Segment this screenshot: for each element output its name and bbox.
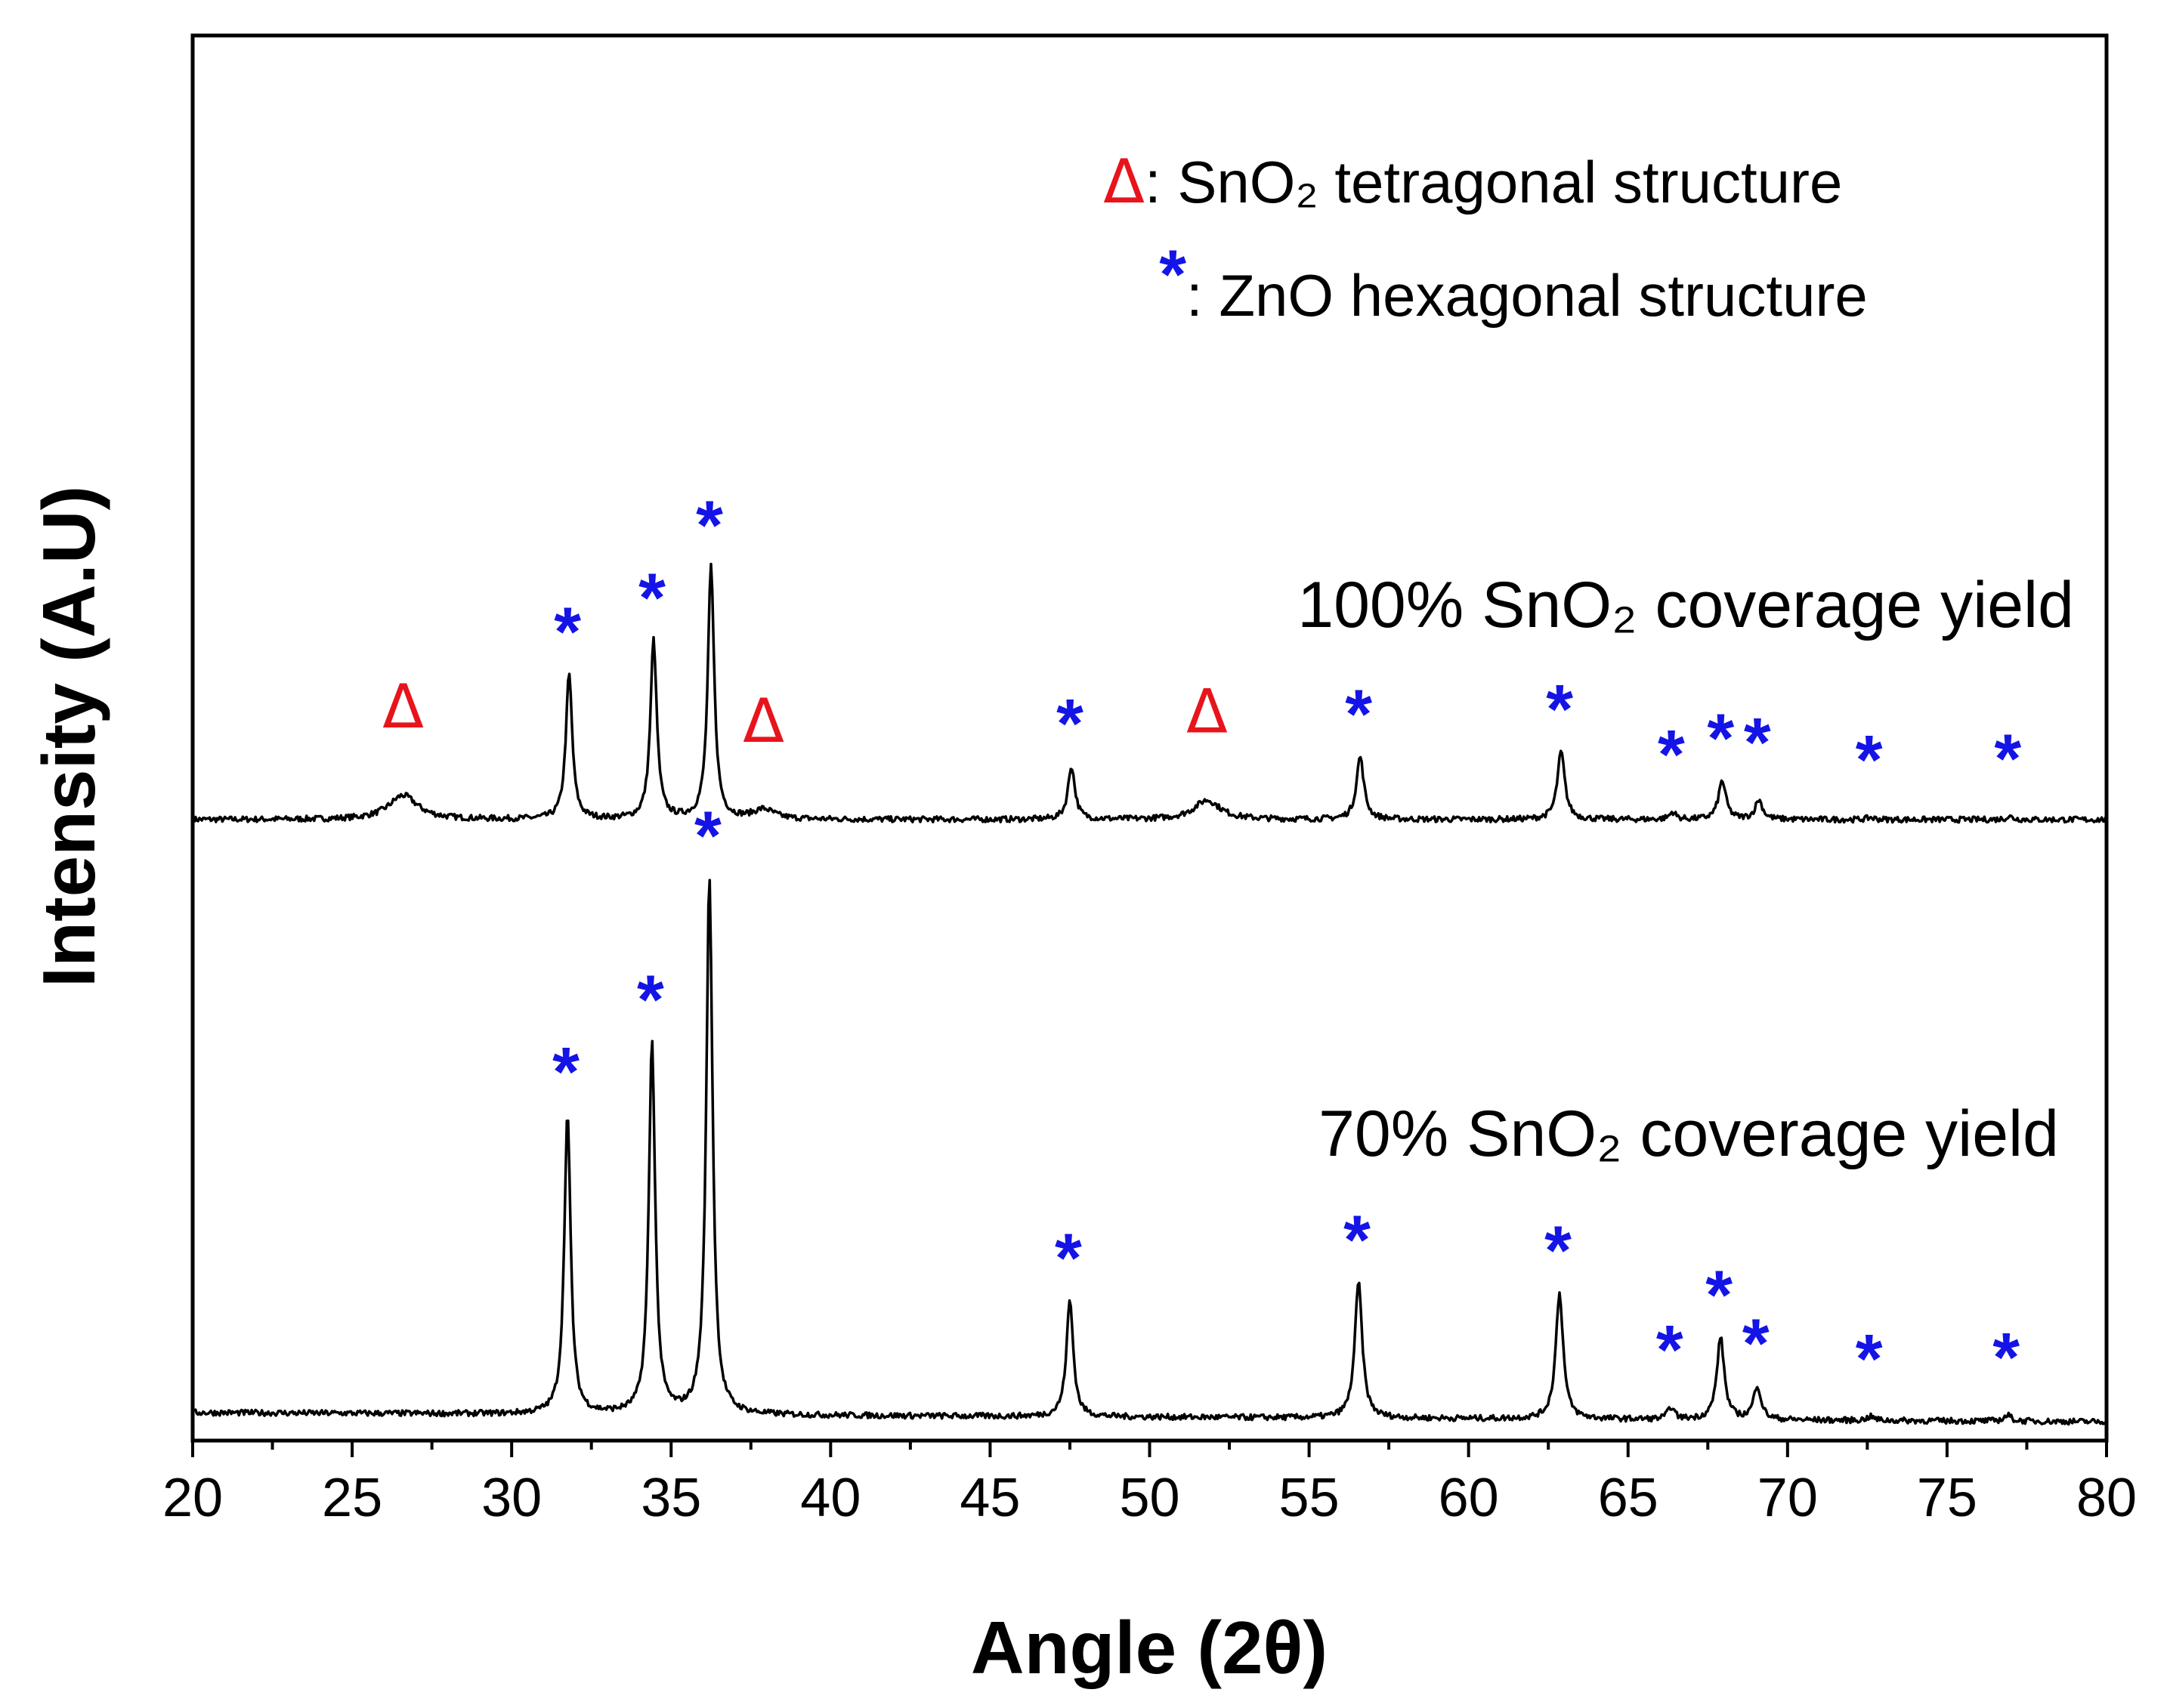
x-tick-label: 80 <box>2076 1468 2137 1528</box>
x-tick-label: 20 <box>162 1468 223 1528</box>
zno-peak-marker: * <box>1856 1320 1883 1398</box>
legend-star-symbol: * <box>1159 236 1186 313</box>
x-tick-label: 25 <box>322 1468 382 1528</box>
series-label-70-percent: 70% SnO₂ coverage yield <box>1318 1098 2059 1170</box>
x-axis-title: Angle (2θ) <box>971 1606 1328 1689</box>
plot-frame <box>190 33 2109 1443</box>
zno-peak-marker: * <box>552 1034 580 1111</box>
zno-peak-marker: * <box>1744 704 1771 781</box>
x-tick-label: 65 <box>1598 1468 1658 1528</box>
zno-peak-marker: * <box>1856 721 1883 798</box>
zno-peak-marker: * <box>1055 1220 1082 1297</box>
zno-peak-marker: * <box>696 487 723 564</box>
series-label-100-percent: 100% SnO₂ coverage yield <box>1297 569 2074 641</box>
zno-peak-marker: * <box>1656 1311 1683 1388</box>
zno-peak-marker: * <box>637 962 664 1039</box>
legend: Δ : SnO₂ tetragonal structure * : ZnO he… <box>1103 147 1868 329</box>
x-tick-label: 70 <box>1757 1468 1818 1528</box>
legend-delta-symbol: Δ <box>1103 147 1145 217</box>
legend-zno-label: : ZnO hexagonal structure <box>1186 262 1868 329</box>
x-axis-ticks <box>191 1441 2108 1457</box>
x-tick-label: 30 <box>481 1468 542 1528</box>
x-tick-label: 55 <box>1279 1468 1340 1528</box>
x-tick-label: 60 <box>1439 1468 1499 1528</box>
series-line-70-percent <box>193 879 2107 1426</box>
zno-peak-marker: * <box>694 798 722 875</box>
x-tick-label: 75 <box>1917 1468 1977 1528</box>
zno-peak-marker: * <box>1705 1257 1733 1334</box>
zno-peak-marker: * <box>638 560 666 637</box>
zno-peak-marker: * <box>1546 671 1573 748</box>
y-axis-title: Intensity (A.U) <box>27 486 110 987</box>
peak-markers: Δ* **Δ * Δ * ** * * * ***** * **** * * <box>382 487 2021 1398</box>
zno-peak-marker: * <box>1658 716 1685 793</box>
x-tick-label: 35 <box>641 1468 701 1528</box>
zno-peak-marker: * <box>1056 686 1083 763</box>
x-tick-label: 50 <box>1119 1468 1179 1528</box>
sno2-peak-marker: Δ <box>1186 676 1228 746</box>
x-axis-tick-labels: 20 25 30 35 40 45 50 55 60 65 70 75 80 <box>162 1468 2137 1528</box>
zno-peak-marker: * <box>1343 1202 1371 1279</box>
zno-peak-marker: * <box>554 594 581 671</box>
sno2-peak-marker: Δ <box>382 672 424 742</box>
zno-peak-marker: * <box>1994 721 2021 798</box>
zno-peak-marker: * <box>1992 1320 2020 1397</box>
legend-sno2-label: : SnO₂ tetragonal structure <box>1145 149 1842 215</box>
series-line-100-percent <box>193 562 2107 824</box>
zno-peak-marker: * <box>1544 1212 1572 1289</box>
zno-peak-marker: * <box>1742 1305 1770 1382</box>
zno-peak-marker: * <box>1345 676 1372 753</box>
x-tick-label: 40 <box>800 1468 861 1528</box>
sno2-peak-marker: Δ <box>743 686 784 756</box>
zno-peak-marker: * <box>1707 700 1734 777</box>
x-tick-label: 45 <box>960 1468 1020 1528</box>
